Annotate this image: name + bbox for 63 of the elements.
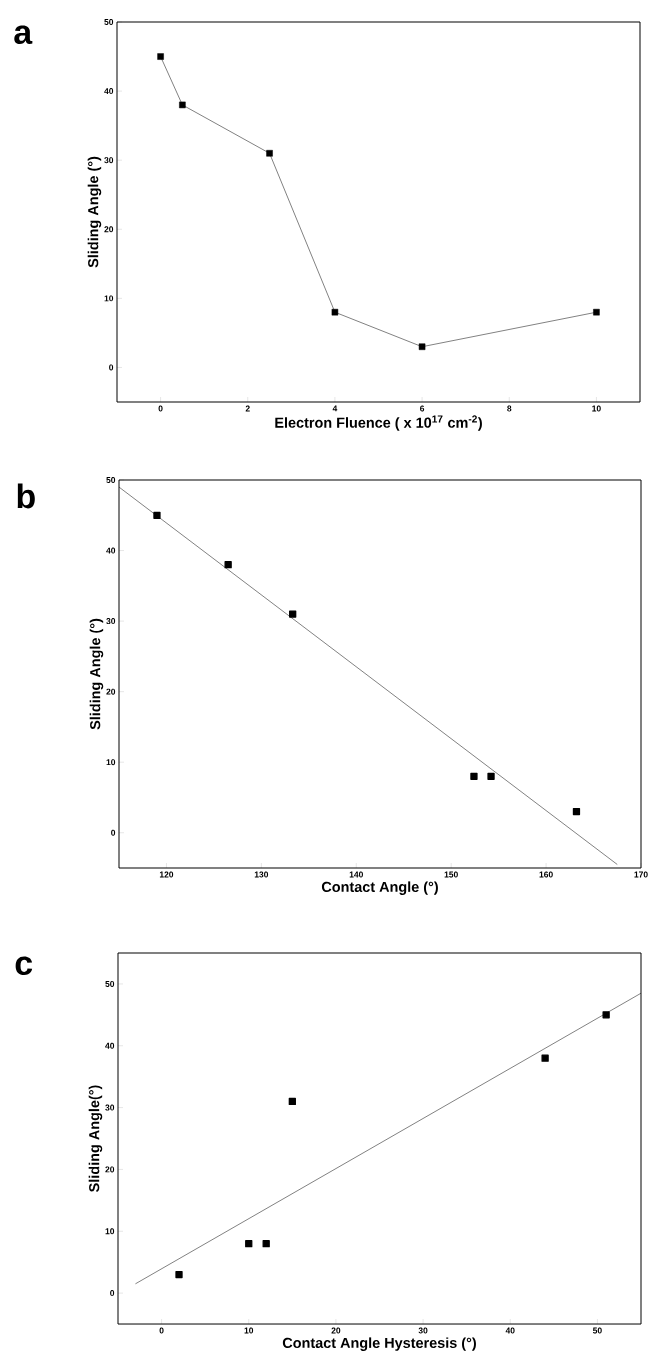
point [153, 511, 161, 519]
point [487, 772, 495, 780]
y-tick-label: 50 [104, 19, 114, 25]
x-tick-label: 150 [444, 871, 458, 878]
point [288, 1097, 296, 1106]
x-tick-label: 170 [634, 871, 648, 878]
y-tick-label: 50 [106, 477, 116, 483]
x-axis-title: Contact Angle Hysteresis (°) [282, 1337, 476, 1351]
point [157, 53, 164, 60]
point [262, 1239, 270, 1248]
point [289, 610, 297, 618]
point [224, 561, 232, 569]
x-tick-label: 50 [592, 1327, 602, 1334]
x-tick-label: 8 [507, 405, 512, 412]
y-tick-label: 40 [105, 1042, 115, 1049]
x-tick-label: 120 [159, 871, 174, 878]
y-tick-label: 10 [104, 295, 114, 302]
x-tick-label: 40 [505, 1327, 515, 1334]
x-tick-label: 30 [418, 1327, 428, 1334]
x-tick-label: 10 [244, 1327, 254, 1334]
text: c [15, 956, 33, 976]
y-tick-label: 50 [105, 980, 115, 987]
x-tick-label: 160 [539, 871, 553, 878]
x-tick-label: 6 [420, 405, 425, 412]
x-tick-label: 140 [349, 871, 363, 878]
y-tick-label: 0 [111, 829, 116, 836]
y-axis-title: Sliding Angle(°) [88, 1085, 103, 1192]
x-tick-label: 0 [159, 1327, 164, 1334]
point [602, 1011, 610, 1019]
y-tick-label: 30 [104, 157, 114, 164]
y-tick-label: 10 [105, 1228, 115, 1235]
point [572, 807, 581, 816]
x-tick-label: 20 [331, 1327, 341, 1334]
point [541, 1054, 549, 1062]
x-tick-label: 2 [245, 405, 250, 412]
x-axis-title: Contact Angle (°) [321, 881, 438, 895]
text: a [14, 25, 33, 45]
y-tick-label: 0 [109, 364, 114, 371]
y-tick-label: 0 [110, 1290, 115, 1297]
y-tick-label: 20 [104, 226, 114, 233]
y-axis-title: Sliding Angle (°) [87, 156, 102, 268]
point [593, 308, 600, 316]
point [418, 343, 426, 350]
point [175, 1270, 183, 1279]
x-tick-label: 10 [592, 405, 601, 412]
x-axis-title: Electron Fluence ( x 10$^{17}$ cm$^{-2}$) [275, 415, 482, 431]
y-tick-label: 20 [106, 688, 116, 695]
y-tick-label: 30 [105, 1104, 115, 1111]
y-tick-label: 10 [106, 759, 116, 766]
x-tick-label: 0 [158, 405, 163, 412]
point [266, 150, 273, 157]
x-tick-label: 4 [332, 405, 338, 412]
x-tick-label: 130 [254, 871, 269, 878]
y-axis-title: Sliding Angle (°) [89, 618, 104, 730]
y-tick-label: 40 [104, 88, 114, 95]
y-tick-label: 40 [106, 547, 116, 554]
point [470, 772, 478, 780]
point [179, 101, 186, 109]
y-tick-label: 30 [106, 618, 116, 625]
text: b [17, 483, 35, 509]
point [331, 308, 339, 316]
y-tick-label: 20 [105, 1166, 115, 1173]
point [245, 1239, 253, 1248]
